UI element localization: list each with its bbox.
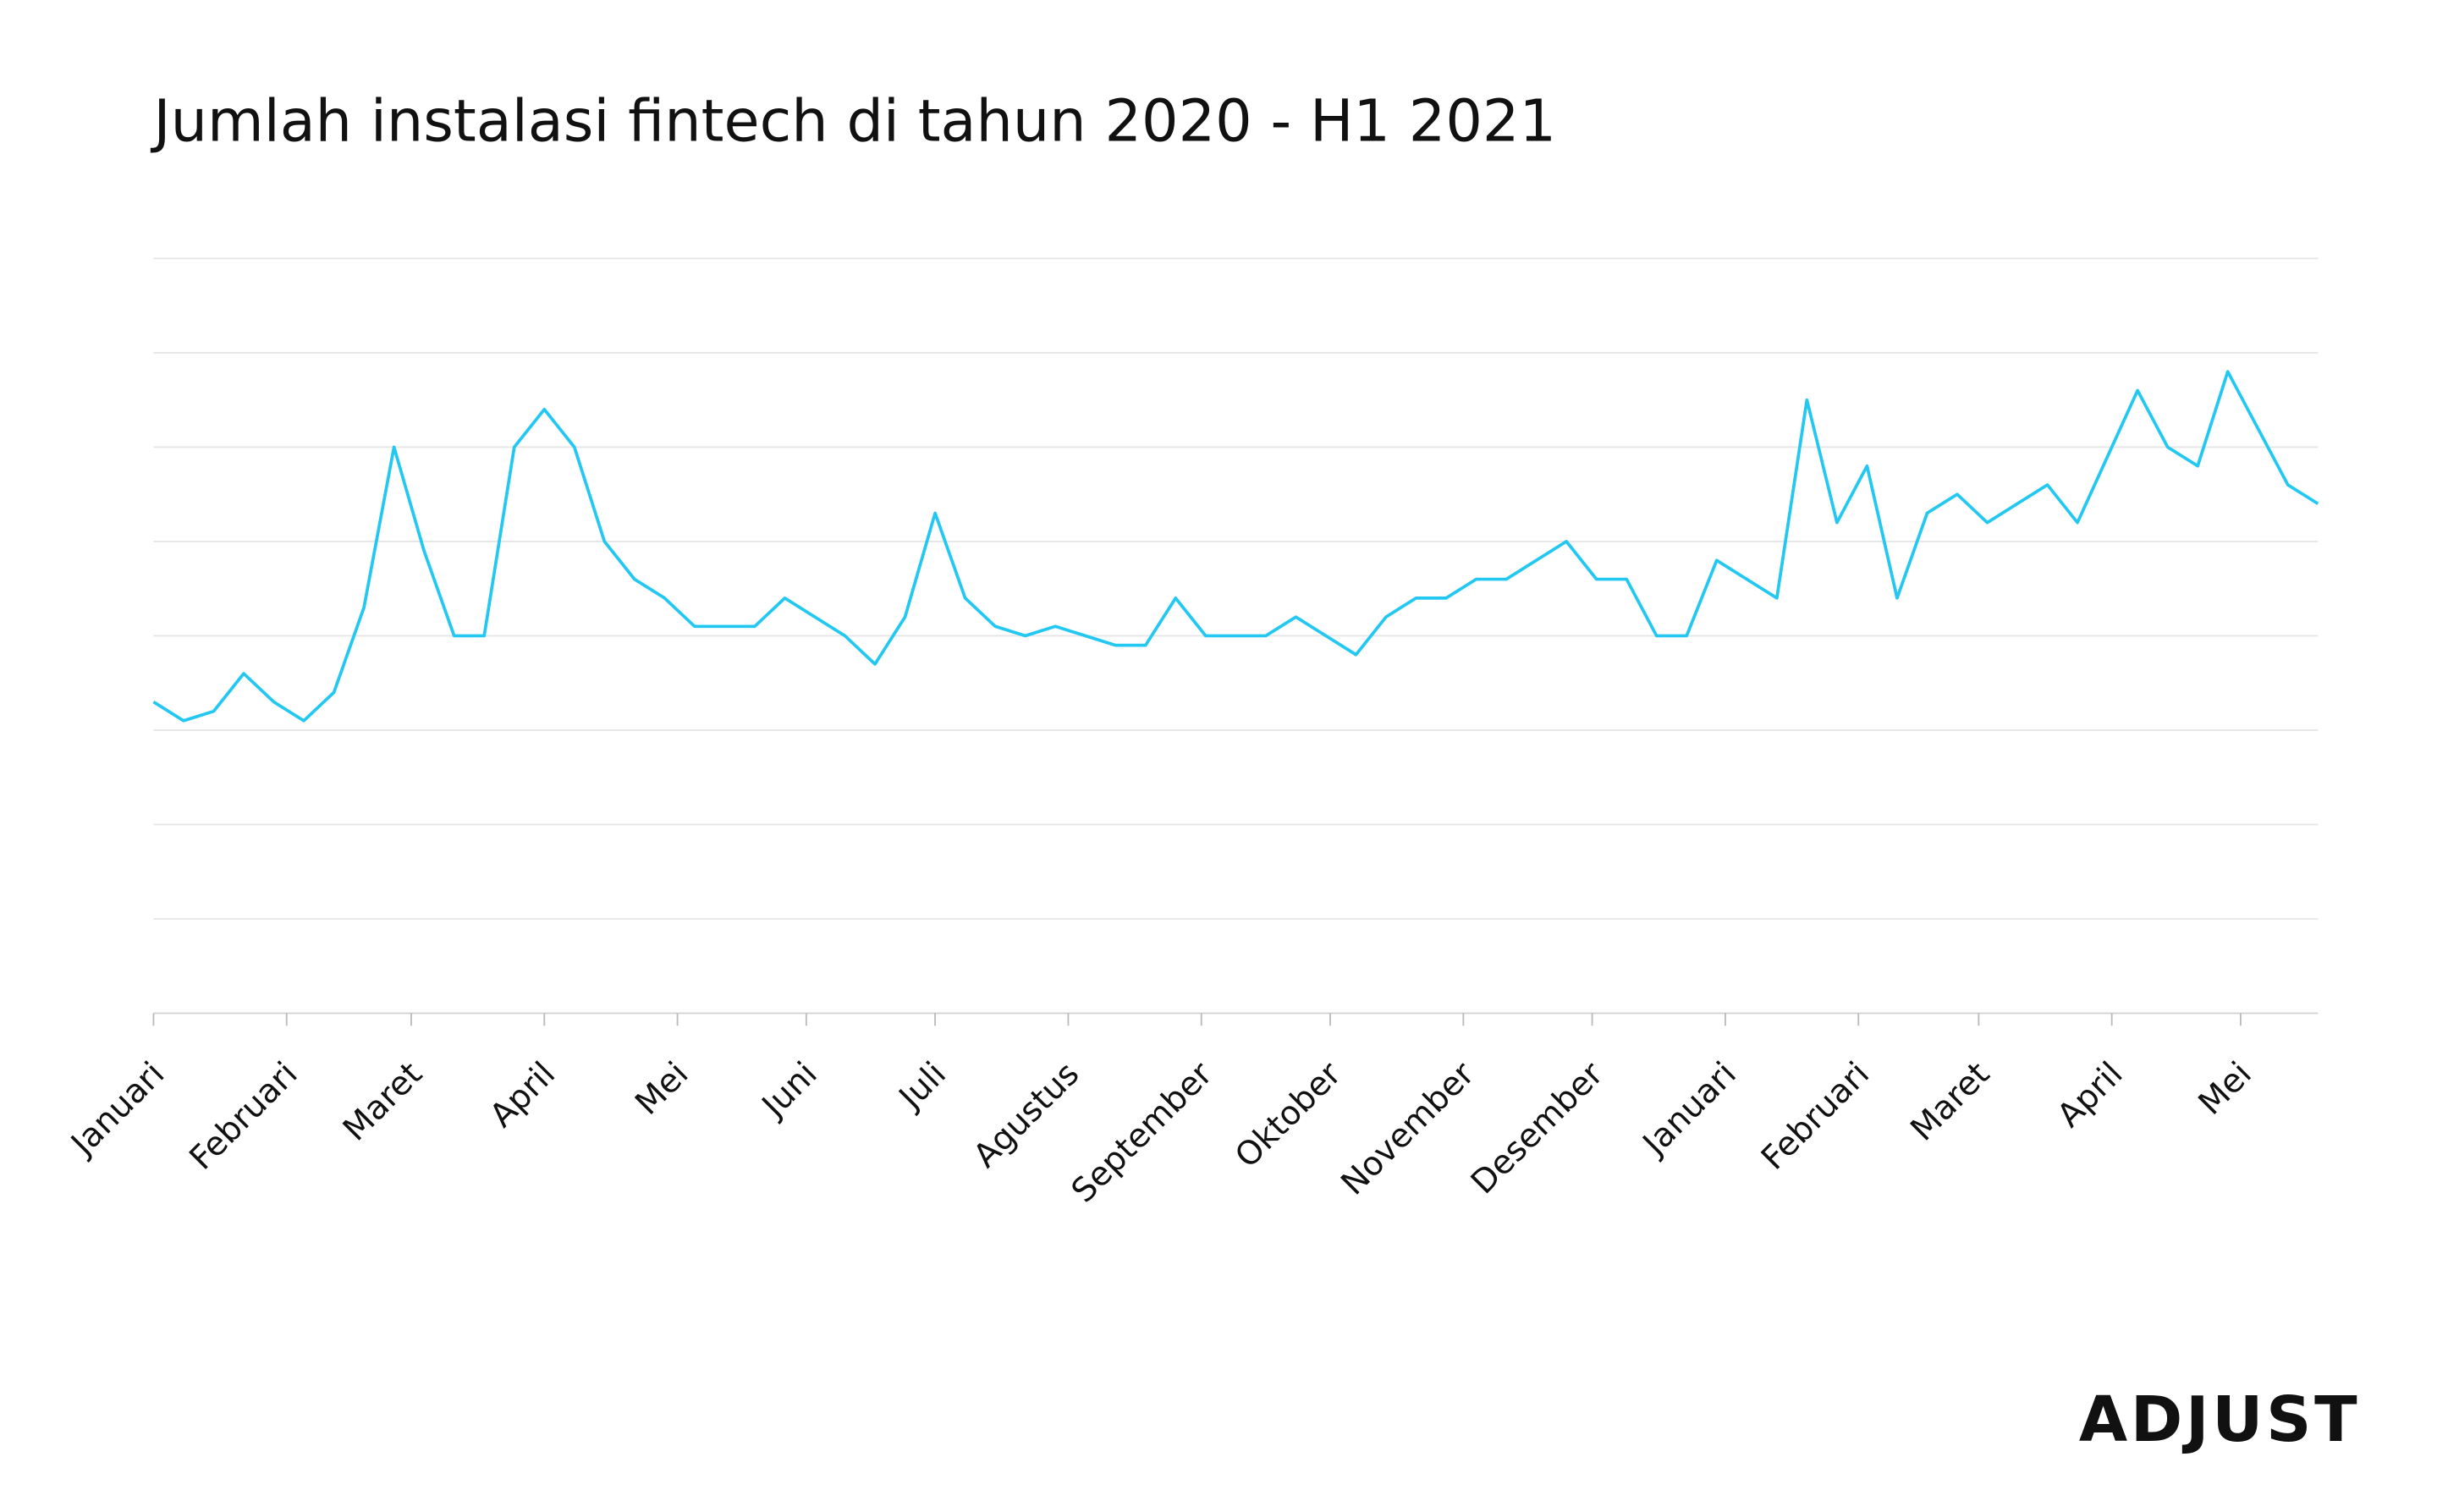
x-tick-label: April [2050, 1055, 2131, 1135]
chart-title: Jumlah instalasi fintech di tahun 2020 -… [150, 88, 1556, 156]
x-tick-label: Maret [336, 1055, 430, 1149]
x-tick-label: Mei [628, 1055, 696, 1123]
x-tick-label: Oktober [1228, 1055, 1349, 1176]
x-tick-label: Desember [1464, 1055, 1611, 1202]
x-tick-label: September [1064, 1055, 1220, 1211]
x-tick-label: Februari [1754, 1055, 1877, 1178]
logo: ADJUST [2079, 1383, 2360, 1456]
x-tick-label: Agustus [966, 1055, 1086, 1175]
x-tick-label: April [483, 1055, 564, 1135]
x-tick-label: Januari [1634, 1055, 1743, 1164]
x-tick-label: Maret [1904, 1055, 1998, 1149]
x-tick-label: Januari [63, 1055, 172, 1164]
x-tick-label: Juni [753, 1055, 825, 1127]
x-tick-label: Februari [183, 1055, 305, 1178]
x-tick-label: Mei [2192, 1055, 2259, 1123]
x-tick-label: November [1334, 1055, 1482, 1203]
data-line [152, 370, 2319, 723]
x-tick-label: Juli [890, 1055, 954, 1119]
